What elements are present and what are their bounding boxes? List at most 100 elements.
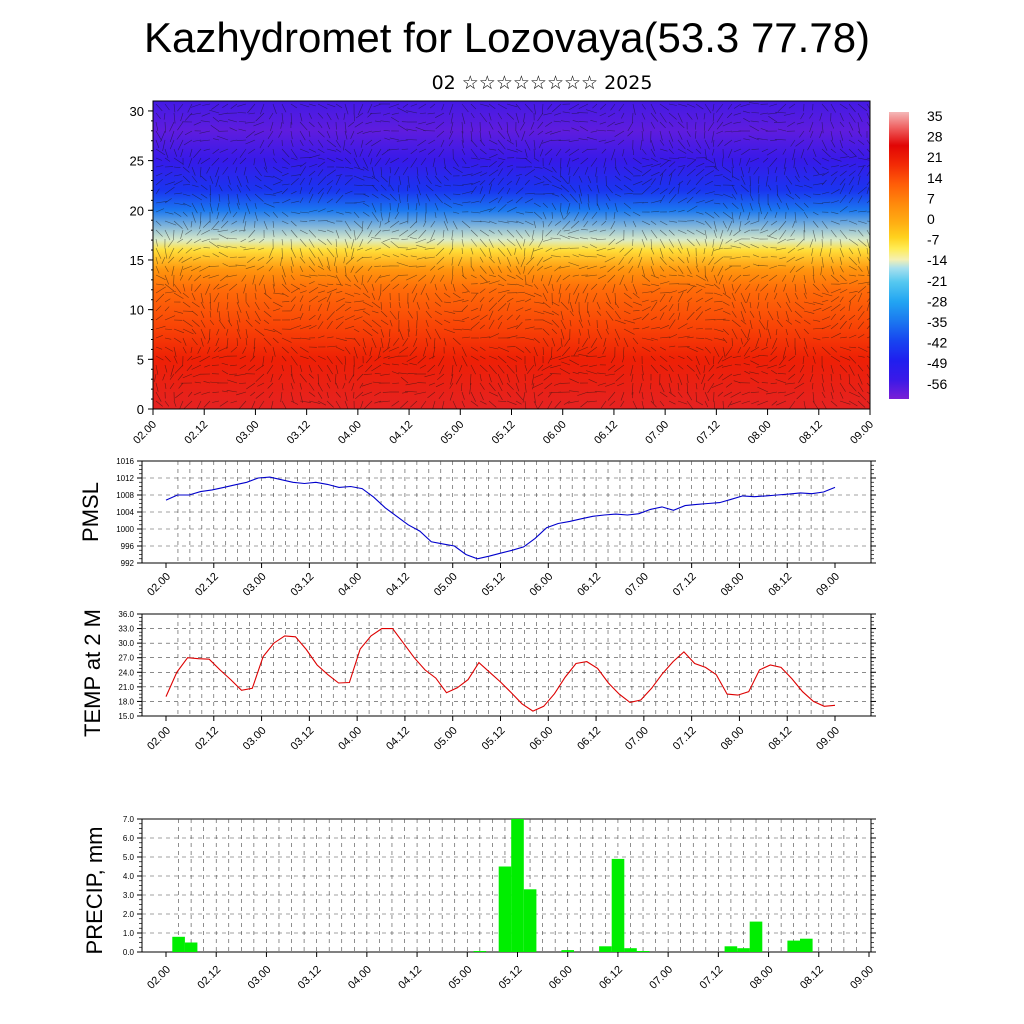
wind-vector	[560, 175, 569, 185]
wind-vector	[371, 310, 379, 314]
wind-vector	[434, 292, 443, 303]
wind-vector	[281, 283, 291, 292]
wind-vector	[567, 400, 580, 404]
wind-vector	[227, 193, 230, 204]
wind-vector	[400, 376, 409, 384]
wind-vector	[650, 400, 657, 408]
wind-vector	[497, 265, 502, 274]
wind-vector	[367, 220, 373, 230]
wind-vector	[243, 166, 247, 176]
wind-vector	[497, 314, 503, 321]
wind-vector	[506, 364, 515, 374]
wind-vector	[382, 254, 391, 258]
wind-vector	[659, 281, 670, 285]
wind-vector	[632, 346, 636, 353]
wind-vector	[623, 157, 628, 165]
wind-vector	[200, 292, 204, 304]
x-tick-label: 02.12	[193, 571, 221, 599]
wind-vector	[760, 128, 769, 132]
wind-vector	[429, 103, 436, 109]
wind-vector	[413, 337, 418, 347]
wind-vector	[578, 254, 589, 258]
wind-vector	[263, 211, 270, 217]
precip-panel: 0.01.02.03.04.05.06.07.002.00 02.12 03.00 0…	[82, 815, 876, 992]
wind-vector	[524, 179, 530, 186]
wind-vector	[866, 265, 870, 275]
wind-vector	[281, 400, 287, 409]
wind-vector	[344, 157, 351, 164]
wind-vector	[722, 337, 728, 344]
wind-vector	[839, 139, 843, 149]
wind-vector	[390, 274, 400, 282]
wind-vector	[155, 103, 163, 112]
wind-vector	[623, 328, 635, 335]
wind-vector	[540, 274, 544, 282]
wind-vector	[623, 310, 631, 315]
wind-vector	[533, 301, 545, 304]
colorbar-label: -21	[927, 273, 947, 289]
wind-vector	[426, 121, 436, 125]
wind-vector	[744, 355, 751, 359]
precip-bar	[624, 948, 637, 952]
wind-vector	[866, 220, 870, 222]
x-tick-label: 03.12	[289, 571, 317, 599]
wind-vector	[253, 121, 265, 127]
wind-vector	[713, 274, 718, 284]
wind-vector	[668, 247, 674, 254]
wind-vector	[290, 364, 293, 377]
wind-vector	[621, 112, 625, 119]
wind-vector	[631, 274, 634, 283]
wind-vector	[404, 391, 418, 393]
wind-vector	[857, 256, 860, 264]
wind-vector	[326, 198, 333, 204]
wind-vector	[731, 157, 734, 169]
wind-vector	[866, 187, 870, 195]
wind-vector	[280, 256, 283, 266]
wind-vector	[247, 103, 256, 114]
wind-vector	[542, 166, 553, 173]
wind-vector	[371, 319, 382, 328]
wind-vector	[355, 265, 364, 274]
wind-vector	[632, 220, 637, 228]
wind-vector	[389, 301, 392, 309]
wind-vector	[542, 175, 552, 183]
x-tick-label: 06.12	[592, 419, 620, 447]
wind-vector	[479, 355, 486, 360]
wind-vector	[650, 238, 653, 250]
wind-vector	[741, 148, 751, 155]
wind-vector	[430, 220, 436, 228]
wind-vector	[794, 193, 801, 199]
wind-vector	[733, 121, 742, 124]
wind-vector	[568, 166, 571, 176]
wind-vector	[792, 274, 796, 283]
wind-vector	[155, 121, 159, 131]
wind-vector	[551, 319, 560, 328]
wind-vector	[299, 211, 310, 214]
wind-vector	[596, 328, 602, 340]
wind-vector	[200, 301, 205, 309]
wind-vector	[731, 193, 737, 200]
wind-vector	[227, 310, 230, 323]
wind-vector	[533, 220, 536, 229]
wind-vector	[585, 274, 598, 277]
wind-vector	[308, 121, 315, 128]
wind-vector	[389, 184, 394, 191]
wind-vector	[416, 244, 427, 249]
wind-vector	[245, 184, 251, 191]
wind-vector	[497, 303, 507, 312]
wind-vector	[579, 121, 589, 123]
wind-vector	[592, 103, 598, 109]
wind-vector	[777, 128, 787, 132]
wind-vector	[659, 121, 666, 129]
wind-vector	[164, 198, 172, 204]
wind-vector	[722, 175, 732, 182]
wind-vector	[335, 238, 338, 248]
wind-vector	[419, 112, 427, 114]
wind-vector	[227, 319, 233, 327]
wind-vector	[731, 184, 738, 195]
wind-vector	[515, 400, 522, 405]
x-tick-label: 08.12	[766, 725, 794, 753]
wind-vector	[488, 148, 497, 151]
wind-vector	[317, 256, 324, 267]
x-tick-label: 08.12	[797, 419, 825, 447]
